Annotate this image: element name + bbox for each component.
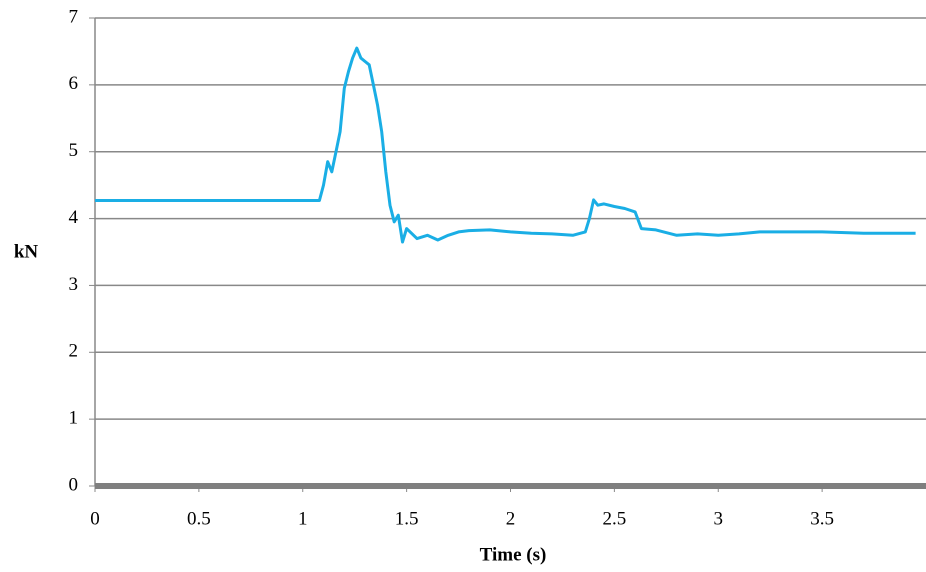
y-tick-label: 7 bbox=[69, 6, 79, 27]
y-tick-label: 2 bbox=[69, 341, 79, 362]
y-tick-label: 1 bbox=[69, 408, 79, 429]
data-line bbox=[95, 46, 916, 244]
x-tick-label: 3 bbox=[714, 508, 724, 529]
y-tick-label: 4 bbox=[69, 207, 79, 228]
x-tick-label: 2 bbox=[506, 508, 516, 529]
x-tick-label: 0.5 bbox=[187, 508, 211, 529]
y-tick-label: 3 bbox=[69, 274, 79, 295]
x-tick-label: 3.5 bbox=[810, 508, 834, 529]
x-tick-label: 1 bbox=[298, 508, 308, 529]
x-tick-label: 0 bbox=[90, 508, 100, 529]
y-tick-label: 5 bbox=[69, 140, 79, 161]
x-axis-title: Time (s) bbox=[480, 544, 547, 565]
x-tick-label: 2.5 bbox=[603, 508, 627, 529]
y-tick-label: 0 bbox=[69, 474, 79, 495]
x-tick-label: 1.5 bbox=[395, 508, 419, 529]
y-axis-title: kN bbox=[14, 241, 39, 262]
y-tick-label: 6 bbox=[69, 73, 79, 94]
